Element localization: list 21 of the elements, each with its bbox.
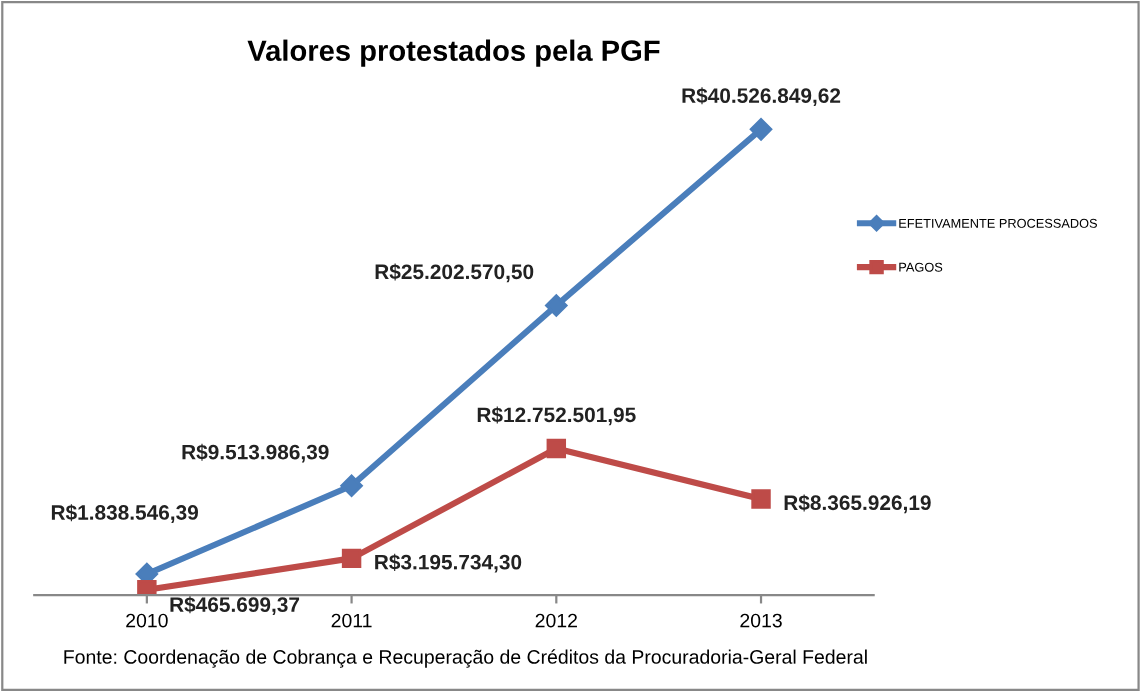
point: [545, 294, 568, 317]
data-label: R$40.526.849,62: [682, 87, 841, 107]
x-tick-label: 2011: [331, 613, 372, 628]
data-label: R$3.195.734,30: [375, 553, 522, 573]
data-label: R$8.365.926,19: [784, 494, 931, 514]
source-note: Fonte: Coordenação de Cobrança e Recuperação de Créditos da Procuradoria-Geral Federal: [64, 649, 867, 668]
data-label: R$25.202.570,50: [375, 263, 534, 283]
x-tick-label: 2013: [740, 613, 782, 628]
data-label: R$9.513.986,39: [182, 443, 329, 463]
point: [546, 438, 567, 459]
point: [751, 489, 771, 509]
x-tick-label: 2010: [126, 613, 168, 628]
point: [341, 548, 362, 569]
data-label: R$12.752.501,95: [477, 406, 636, 426]
chart-title: Valores protestados pela PGF: [247, 39, 660, 67]
point: [137, 580, 157, 596]
point: [749, 118, 773, 141]
data-label: R$1.838.546,39: [51, 504, 199, 523]
data-label: R$465.699,37: [170, 596, 300, 616]
x-tick-label: 2012: [535, 613, 577, 628]
point: [340, 474, 363, 497]
